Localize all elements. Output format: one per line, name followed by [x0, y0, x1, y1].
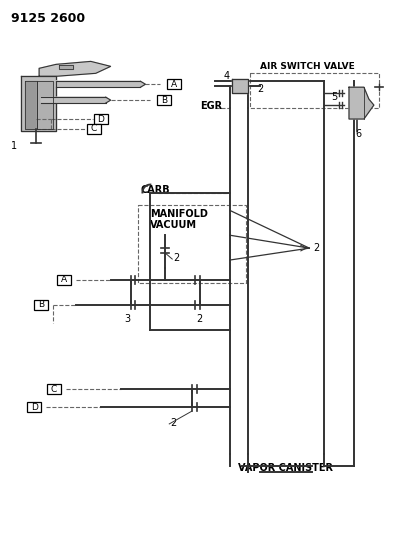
- FancyBboxPatch shape: [47, 384, 61, 394]
- Text: 5: 5: [331, 92, 337, 102]
- FancyBboxPatch shape: [94, 114, 108, 124]
- Text: 4: 4: [224, 71, 230, 81]
- Text: VACUUM: VACUUM: [150, 220, 197, 230]
- Text: VAPOR CANISTER: VAPOR CANISTER: [238, 463, 333, 473]
- Text: A: A: [171, 80, 177, 88]
- FancyBboxPatch shape: [157, 95, 171, 105]
- Text: EGR: EGR: [200, 101, 222, 111]
- Text: 2: 2: [196, 313, 202, 324]
- Polygon shape: [39, 61, 111, 76]
- Polygon shape: [21, 76, 56, 131]
- Text: B: B: [38, 300, 44, 309]
- Polygon shape: [25, 81, 37, 129]
- Text: A: A: [61, 276, 67, 285]
- Text: 9125 2600: 9125 2600: [12, 12, 85, 25]
- Text: D: D: [97, 115, 104, 124]
- FancyBboxPatch shape: [57, 275, 71, 285]
- FancyBboxPatch shape: [167, 79, 181, 89]
- Text: D: D: [31, 402, 37, 411]
- Text: CARB: CARB: [141, 185, 170, 196]
- Polygon shape: [349, 87, 374, 119]
- Text: 3: 3: [125, 313, 131, 324]
- Text: C: C: [51, 385, 57, 394]
- Polygon shape: [59, 66, 73, 69]
- FancyBboxPatch shape: [34, 300, 48, 310]
- Text: 2: 2: [313, 243, 319, 253]
- FancyBboxPatch shape: [27, 402, 41, 412]
- Text: C: C: [91, 124, 97, 133]
- Text: 1: 1: [12, 141, 17, 151]
- Polygon shape: [41, 97, 111, 103]
- Polygon shape: [232, 79, 248, 93]
- Text: 2: 2: [258, 84, 264, 94]
- Text: 2: 2: [173, 253, 180, 263]
- Text: B: B: [161, 95, 167, 104]
- Polygon shape: [56, 80, 145, 87]
- Text: MANIFOLD: MANIFOLD: [150, 209, 208, 220]
- Text: 6: 6: [355, 129, 361, 139]
- FancyBboxPatch shape: [87, 124, 101, 134]
- Polygon shape: [37, 81, 53, 129]
- Text: 2: 2: [170, 418, 176, 428]
- Text: AIR SWITCH VALVE: AIR SWITCH VALVE: [260, 62, 354, 71]
